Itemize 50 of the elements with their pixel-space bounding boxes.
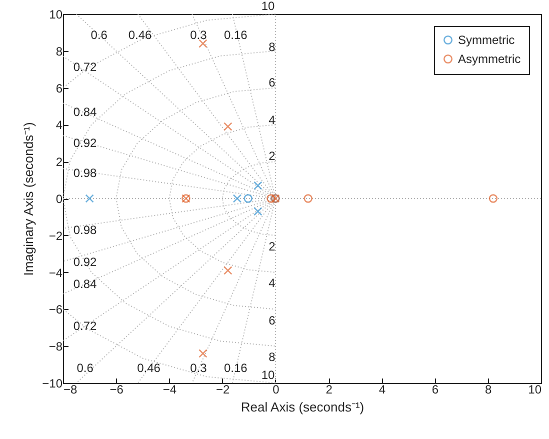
annotation: 0.92: [73, 254, 98, 269]
annotation: 0.16: [224, 361, 248, 376]
x-tick-label: 6: [432, 382, 439, 396]
x-tick-label: 4: [378, 382, 386, 396]
x-tick-label: 2: [326, 382, 333, 396]
annotation: 0.92: [73, 136, 98, 150]
x-tick-label: 8: [485, 382, 492, 396]
annotation: 0.72: [73, 318, 98, 333]
annotation: 0.46: [128, 28, 152, 42]
y-tick-label: 8: [56, 44, 63, 58]
annotation: 2: [268, 149, 276, 164]
annotation: 0.72: [73, 60, 98, 74]
y-tick-label: −10: [42, 376, 63, 390]
annotation: 0.84: [73, 104, 98, 119]
annotation: 4: [268, 276, 276, 290]
annotation: 4: [268, 113, 276, 128]
x-tick-label: −4: [162, 382, 177, 396]
annotation: 10: [261, 0, 276, 13]
annotation: 0.16: [224, 28, 248, 42]
y-tick-label: 2: [56, 155, 63, 170]
y-axis-title: Imaginary Axis (seconds⁻¹): [21, 122, 36, 276]
annotation: 10: [261, 368, 276, 382]
x-tick-label: 0: [272, 382, 280, 396]
annotation: 6: [268, 313, 276, 328]
annotation: 0.84: [73, 276, 98, 291]
legend-label: Symmetric: [458, 33, 515, 47]
y-tick-label: −6: [48, 302, 63, 317]
annotation: 0.6: [76, 361, 94, 376]
annotation: 0.46: [137, 361, 161, 376]
annotation: 0.98: [73, 166, 98, 180]
x-tick-label: 10: [528, 382, 542, 396]
y-tick-label: 6: [56, 81, 63, 96]
legend-label: Asymmetric: [458, 52, 521, 66]
annotation: 2: [268, 239, 276, 254]
annotation: 0.3: [190, 361, 208, 376]
y-tick-label: 0: [56, 192, 63, 206]
annotation: 6: [268, 75, 276, 90]
y-tick-label: 4: [56, 118, 63, 132]
x-tick-label: −6: [110, 382, 124, 396]
annotation: 0.98: [73, 222, 98, 237]
y-tick-label: −8: [48, 340, 63, 354]
y-tick-label: −2: [48, 228, 63, 243]
y-tick-label: −4: [48, 266, 63, 280]
y-tick-label: 10: [49, 8, 63, 22]
x-tick-label: −2: [216, 382, 230, 396]
annotation: 0.3: [190, 28, 208, 42]
x-axis-title: Real Axis (seconds⁻¹): [240, 400, 364, 414]
annotation: 8: [268, 350, 276, 364]
annotation: 8: [268, 40, 276, 54]
annotation: 0.6: [90, 28, 108, 42]
